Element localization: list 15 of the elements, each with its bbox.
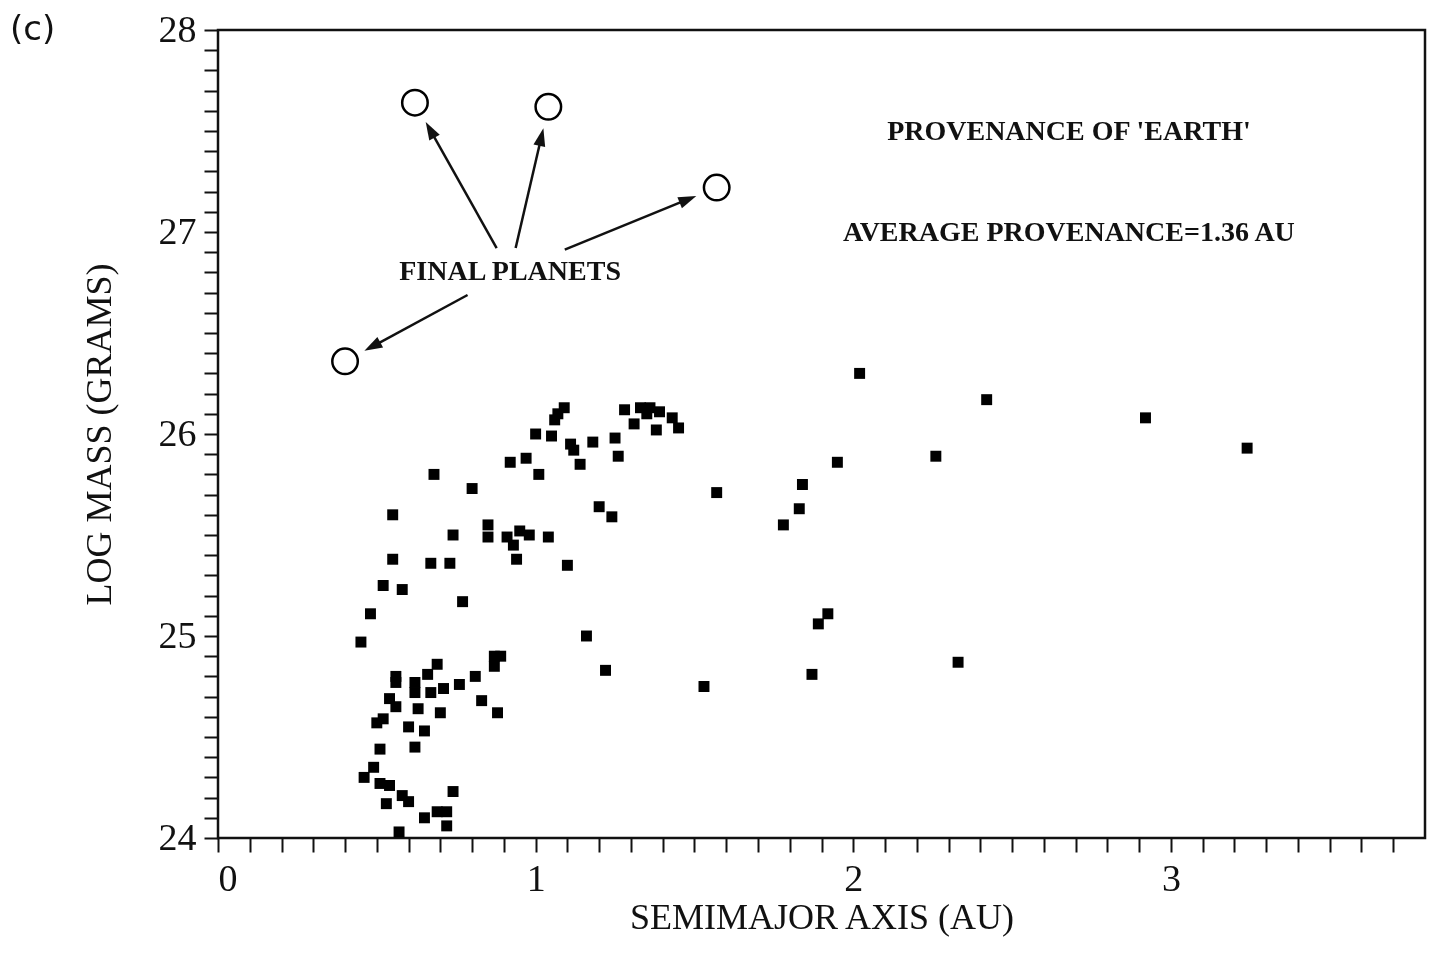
x-tick-label: 1 [526, 856, 546, 899]
x-tick-label: 2 [844, 856, 864, 899]
x-tick-label: 3 [1161, 856, 1181, 899]
y-axis-title: LOG MASS (GRAMS) [78, 263, 119, 606]
annotation: PROVENANCE OF 'EARTH' [887, 115, 1251, 146]
y-tick-label: 28 [158, 7, 197, 50]
x-axis-title: SEMIMAJOR AXIS (AU) [629, 896, 1015, 937]
chart-title: (c) [10, 8, 56, 48]
y-tick-label: 27 [158, 209, 197, 252]
y-tick-label: 25 [158, 613, 197, 656]
annotation: AVERAGE PROVENANCE=1.36 AU [843, 216, 1295, 247]
x-tick-label: 0 [218, 856, 238, 899]
y-tick-label: 26 [158, 411, 197, 454]
annotation: FINAL PLANETS [399, 255, 621, 286]
y-tick-label: 24 [158, 815, 197, 858]
